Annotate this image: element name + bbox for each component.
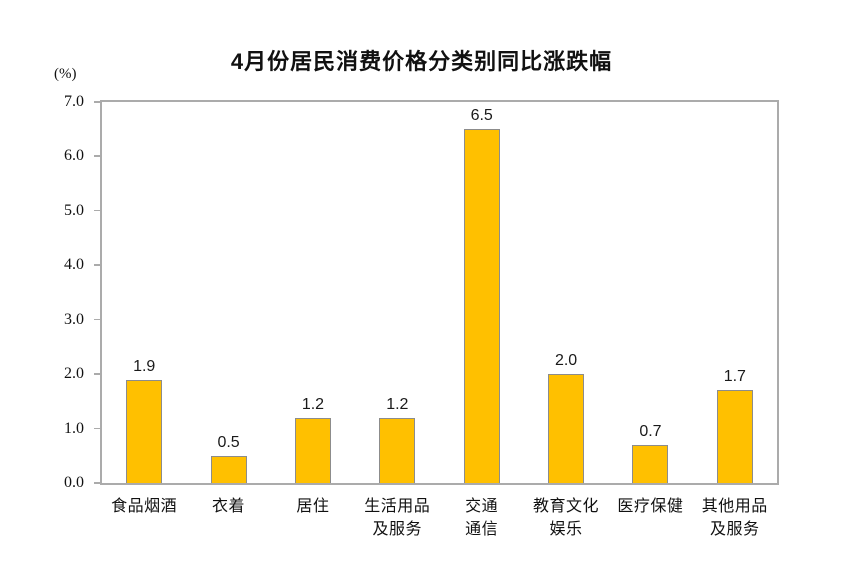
bar-居住 (294, 417, 331, 483)
y-tick-mark-7.0 (94, 101, 100, 103)
bar-教育文化娱乐 (548, 374, 585, 483)
y-axis-unit-label: (%) (54, 66, 77, 82)
plot-area (100, 100, 779, 485)
bar-食品烟酒 (126, 379, 163, 483)
y-tick-mark-4.0 (94, 264, 100, 266)
x-category-label-line: 生活用品 (364, 498, 431, 515)
x-category-label-食品烟酒: 食品烟酒 (102, 495, 186, 518)
value-label-衣着: 0.5 (217, 433, 240, 451)
y-tick-mark-5.0 (94, 209, 100, 212)
value-label-居住: 1.2 (301, 395, 325, 413)
chart-title: 4月份居民消费价格分类别同比涨跌幅 (230, 49, 613, 74)
y-tick-label-2.0: 2.0 (64, 365, 84, 383)
x-category-label-line: 通信 (465, 521, 499, 538)
x-category-label-line: 及服务 (710, 521, 760, 538)
x-category-label-line: 教育文化 (533, 498, 600, 515)
y-tick-label-7.0: 7.0 (64, 93, 84, 110)
x-category-label-line: 娱乐 (549, 521, 583, 538)
x-category-label-line: 交通 (465, 498, 499, 515)
x-category-label-衣着: 衣着 (186, 495, 270, 518)
x-category-label-line: 及服务 (372, 521, 423, 538)
bar-医疗保健 (632, 444, 669, 483)
y-tick-mark-2.0 (94, 373, 100, 375)
x-category-label-生活用品及服务: 生活用品 及服务 (355, 495, 439, 541)
bar-其他用品及服务 (716, 390, 753, 483)
x-category-label-其他用品及服务: 其他用品 及服务 (693, 495, 777, 541)
y-tick-label-5.0: 5.0 (64, 201, 84, 219)
x-category-label-line: 食品烟酒 (111, 498, 178, 515)
y-tick-label-3.0: 3.0 (64, 310, 84, 328)
x-category-label-交通通信: 交通 通信 (440, 495, 524, 541)
value-label-食品烟酒: 1.9 (133, 357, 156, 375)
x-category-label-居住: 居住 (271, 495, 355, 518)
value-label-生活用品及服务: 1.2 (386, 395, 409, 413)
x-category-label-line: 居住 (296, 498, 330, 515)
y-tick-mark-1.0 (94, 427, 100, 430)
y-tick-mark-0.0 (94, 482, 100, 484)
y-tick-label-0.0: 0.0 (64, 474, 84, 491)
y-tick-mark-6.0 (94, 155, 100, 157)
value-label-交通通信: 6.5 (470, 107, 493, 125)
bar-衣着 (210, 455, 247, 483)
value-label-医疗保健: 0.7 (639, 422, 662, 440)
value-label-教育文化娱乐: 2.0 (554, 352, 578, 370)
y-tick-mark-3.0 (94, 318, 100, 321)
x-category-label-医疗保健: 医疗保健 (608, 495, 692, 518)
bar-生活用品及服务 (379, 417, 416, 483)
y-tick-label-4.0: 4.0 (64, 256, 84, 274)
x-category-label-line: 衣着 (212, 498, 246, 515)
value-label-其他用品及服务: 1.7 (723, 368, 746, 386)
y-tick-label-1.0: 1.0 (64, 419, 84, 437)
x-category-label-教育文化娱乐: 教育文化 娱乐 (524, 495, 608, 541)
y-tick-label-6.0: 6.0 (64, 147, 84, 165)
x-category-label-line: 医疗保健 (617, 498, 684, 515)
x-category-label-line: 其他用品 (701, 498, 768, 515)
bar-交通通信 (463, 129, 500, 483)
